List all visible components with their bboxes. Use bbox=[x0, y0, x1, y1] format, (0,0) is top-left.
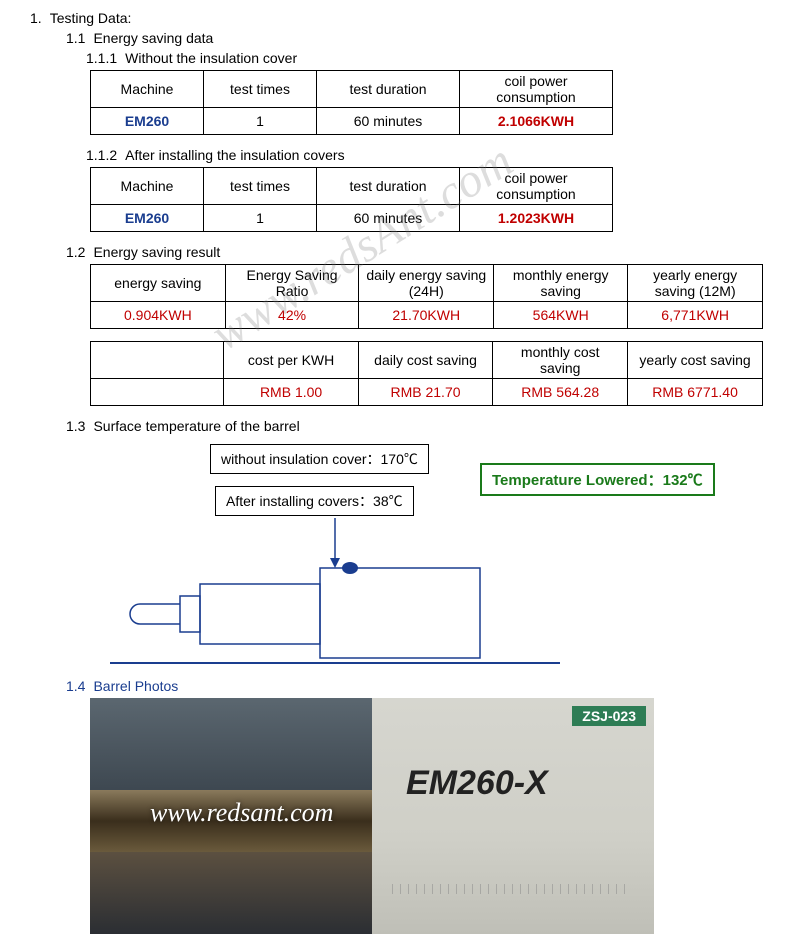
td: 0.904KWH bbox=[91, 302, 226, 329]
th: yearly energy saving (12M) bbox=[628, 265, 763, 302]
td: RMB 1.00 bbox=[224, 379, 358, 406]
td: RMB 21.70 bbox=[358, 379, 493, 406]
barrel-photos: www.redsant.com ZSJ-023 EM260-X bbox=[90, 698, 654, 934]
th: monthly cost saving bbox=[493, 342, 628, 379]
num-13: 1.3 bbox=[66, 418, 85, 434]
h3-2: After installing the insulation covers bbox=[125, 147, 344, 163]
td: RMB 564.28 bbox=[493, 379, 628, 406]
num-11: 1.1 bbox=[66, 30, 85, 46]
num-14: 1.4 bbox=[66, 678, 85, 694]
num-12: 1.2 bbox=[66, 244, 85, 260]
th: Machine bbox=[91, 168, 204, 205]
td: 6,771KWH bbox=[628, 302, 763, 329]
th: cost per KWH bbox=[224, 342, 358, 379]
td: 42% bbox=[225, 302, 359, 329]
photo-tag: ZSJ-023 bbox=[572, 706, 646, 726]
td: 564KWH bbox=[494, 302, 628, 329]
machine-label: EM260-X bbox=[406, 764, 548, 803]
h2-1: Energy saving data bbox=[93, 30, 213, 46]
h3-1: Without the insulation cover bbox=[125, 50, 297, 66]
th: daily energy saving (24H) bbox=[359, 265, 494, 302]
th: test duration bbox=[317, 168, 460, 205]
watermark: www.redsant.com bbox=[150, 798, 333, 828]
td: 60 minutes bbox=[317, 108, 460, 135]
h1: Testing Data: bbox=[50, 10, 132, 26]
th: test duration bbox=[317, 71, 460, 108]
th bbox=[91, 342, 224, 379]
photo-right: ZSJ-023 EM260-X bbox=[372, 698, 654, 934]
th: test times bbox=[204, 168, 317, 205]
num-111: 1.1.1 bbox=[86, 50, 117, 66]
td: RMB 6771.40 bbox=[628, 379, 763, 406]
td: 1 bbox=[204, 108, 317, 135]
table-112: Machine test times test duration coil po… bbox=[90, 167, 613, 232]
h2-2: Energy saving result bbox=[93, 244, 220, 260]
label-temp-lowered: Temperature Lowered：132℃ bbox=[480, 463, 715, 496]
photo-left: www.redsant.com bbox=[90, 698, 372, 934]
th: coil power consumption bbox=[460, 168, 613, 205]
label-after-cover: After installing covers：38℃ bbox=[215, 486, 414, 516]
h2-3: Surface temperature of the barrel bbox=[93, 418, 299, 434]
th: daily cost saving bbox=[358, 342, 493, 379]
th: energy saving bbox=[91, 265, 226, 302]
td bbox=[91, 379, 224, 406]
th: coil power consumption bbox=[460, 71, 613, 108]
label-without-cover: without insulation cover：170℃ bbox=[210, 444, 429, 474]
td-machine: EM260 bbox=[91, 108, 204, 135]
th: Energy Saving Ratio bbox=[225, 265, 359, 302]
th: monthly energy saving bbox=[494, 265, 628, 302]
table-12a: energy saving Energy Saving Ratio daily … bbox=[90, 264, 763, 329]
td: 21.70KWH bbox=[359, 302, 494, 329]
td-power: 2.1066KWH bbox=[460, 108, 613, 135]
th: test times bbox=[204, 71, 317, 108]
th: yearly cost saving bbox=[628, 342, 763, 379]
th: Machine bbox=[91, 71, 204, 108]
table-12b: cost per KWH daily cost saving monthly c… bbox=[90, 341, 763, 406]
barrel-svg bbox=[90, 518, 570, 668]
td-machine: EM260 bbox=[91, 205, 204, 232]
td: 1 bbox=[204, 205, 317, 232]
table-111: Machine test times test duration coil po… bbox=[90, 70, 613, 135]
num-112: 1.1.2 bbox=[86, 147, 117, 163]
td-power: 1.2023KWH bbox=[460, 205, 613, 232]
barrel-diagram: without insulation cover：170℃ After inst… bbox=[90, 438, 730, 668]
num-1: 1. bbox=[30, 10, 42, 26]
td: 60 minutes bbox=[317, 205, 460, 232]
h2-4: Barrel Photos bbox=[93, 678, 178, 694]
